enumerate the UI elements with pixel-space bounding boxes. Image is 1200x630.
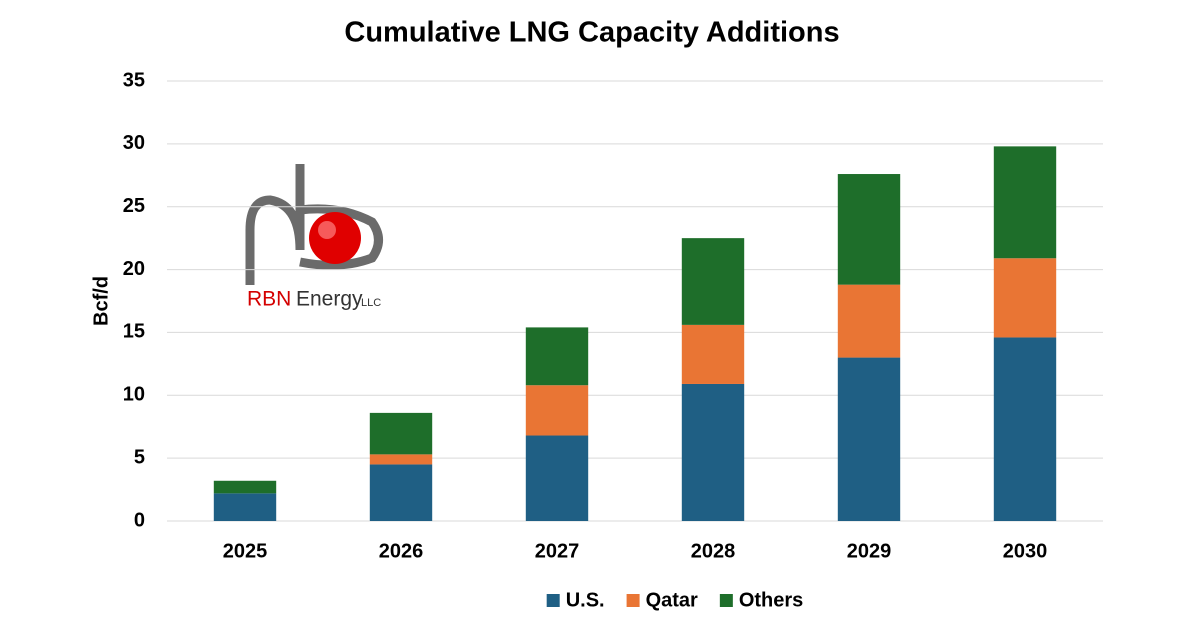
logo: RBN Energy LLC [245,164,383,311]
bar-segment [369,464,433,521]
y-tick-label: 5 [134,446,145,468]
bar-segment [993,337,1057,521]
logo-suffix: LLC [361,297,381,309]
y-tick-label: 15 [123,321,145,343]
bar-segment [213,480,277,494]
bar-segment [993,146,1057,259]
x-tick-label: 2030 [1003,540,1048,562]
bar-segment [369,412,433,455]
y-tick-label: 30 [123,132,145,154]
y-tick-label: 0 [134,509,145,531]
bar-segment [681,324,745,384]
logo-name: RBN [247,288,291,311]
x-tick-label: 2025 [223,540,268,562]
x-tick-label: 2029 [847,540,892,562]
bar-segment [837,357,901,521]
chart-title: Cumulative LNG Capacity Additions [344,17,839,49]
bar-segment [369,454,433,465]
y-tick-label: 20 [123,258,145,280]
logo-ball [309,212,361,264]
y-tick-label: 35 [123,69,145,91]
bar-segment [525,435,589,521]
legend-swatch [626,594,640,607]
legend-swatch [546,594,560,607]
bar-segment [837,284,901,358]
x-tick-label: 2026 [379,540,424,562]
x-tick-label: 2027 [535,540,580,562]
bar-segment [525,327,589,386]
x-tick-label: 2028 [691,540,736,562]
legend-label: U.S. [566,589,605,611]
bar-segment [681,238,745,325]
bar-segment [993,258,1057,338]
y-tick-label: 10 [123,384,145,406]
y-axis-label: Bcf/d [90,276,112,326]
legend-swatch [719,594,733,607]
legend-label: Others [739,589,803,611]
logo-text: Energy [296,288,363,311]
bar-segment [837,174,901,285]
y-tick-label: 25 [123,195,145,217]
bar-segment [213,493,277,521]
legend-label: Qatar [646,589,698,611]
logo-highlight [318,221,336,239]
bar-segment [525,385,589,436]
bar-segment [681,383,745,521]
